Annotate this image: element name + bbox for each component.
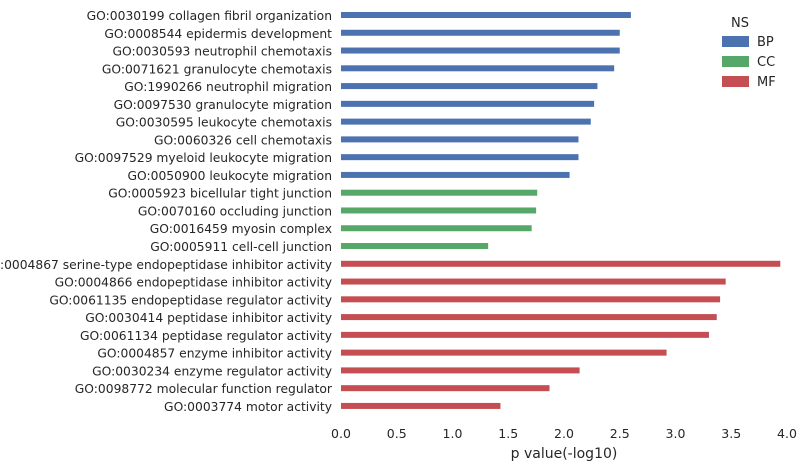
bar-bp [341, 100, 595, 107]
x-tick-label: 0.0 [331, 426, 351, 441]
category-label: GO:0030593 neutrophil chemotaxis [112, 45, 332, 59]
legend-swatch-mf [722, 76, 749, 87]
legend-swatch-cc [722, 56, 749, 67]
bar-bp [341, 29, 620, 36]
category-label: GO:0004867 serine-type endopeptidase inh… [0, 258, 332, 272]
category-label: GO:0003774 motor activity [164, 400, 332, 414]
bar-mf [341, 278, 726, 285]
category-label: GO:0005911 cell-cell junction [150, 240, 332, 254]
x-tick-label: 1.0 [443, 426, 463, 441]
category-label: GO:0030234 enzyme regulator activity [92, 364, 332, 378]
category-label: GO:0070160 occluding junction [138, 204, 332, 218]
legend-title: NS [731, 16, 749, 31]
legend-entries: BP CC MF [722, 35, 776, 90]
category-label: GO:0098772 molecular function regulator [75, 382, 333, 396]
category-label: GO:0005923 bicellular tight junction [108, 187, 332, 201]
bar-bp [341, 83, 598, 90]
legend-label-cc: CC [757, 55, 775, 70]
x-tick-label: 3.0 [666, 426, 686, 441]
bar-bp [341, 12, 631, 18]
category-label: GO:0030414 peptidase inhibitor activity [85, 311, 332, 325]
bar-mf [341, 314, 717, 321]
category-label: GO:0016459 myosin complex [150, 222, 332, 236]
bar-bp [341, 136, 579, 143]
bar-cc [341, 207, 537, 214]
bar-mf [341, 331, 709, 338]
legend-swatch-bp [722, 36, 749, 47]
category-label: GO:0097530 granulocyte migration [114, 98, 332, 112]
category-label: GO:0004857 enzyme inhibitor activity [97, 347, 332, 361]
category-labels: GO:0030199 collagen fibril organization G… [0, 9, 333, 414]
x-axis-label: p value(-log10) [511, 446, 618, 462]
x-tick-label: 3.5 [721, 426, 741, 441]
bar-cc [341, 225, 532, 232]
category-label: GO:0030595 leukocyte chemotaxis [116, 116, 332, 130]
category-label: GO:0071621 granulocyte chemotaxis [102, 62, 332, 76]
bar-mf [341, 296, 721, 303]
legend-label-mf: MF [757, 75, 776, 90]
category-label: GO:0097529 myeloid leukocyte migration [75, 151, 332, 165]
bar-bp [341, 65, 615, 72]
bar-mf [341, 385, 550, 392]
bar-bp [341, 171, 570, 178]
x-tick-label: 2.5 [610, 426, 630, 441]
legend-label-bp: BP [757, 35, 774, 50]
category-label: GO:0030199 collagen fibril organization [87, 9, 332, 23]
x-tick-label: 1.5 [498, 426, 518, 441]
bars-layer [341, 12, 781, 409]
bar-mf [341, 260, 781, 267]
category-label: GO:0004866 endopeptidase inhibitor activ… [55, 276, 332, 290]
category-label: GO:0050900 leukocyte migration [128, 169, 332, 183]
bar-mf [341, 349, 667, 356]
bar-cc [341, 189, 538, 196]
category-label: GO:0061135 endopeptidase regulator activ… [49, 293, 332, 307]
x-axis-ticks: 0.0 0.5 1.0 1.5 2.0 2.5 3.0 3.5 4.0 [331, 426, 797, 441]
bar-mf [341, 367, 580, 374]
category-label: GO:1990266 neutrophil migration [124, 80, 332, 94]
category-label: GO:0060326 cell chemotaxis [154, 133, 332, 147]
x-tick-label: 4.0 [777, 426, 797, 441]
x-tick-label: 2.0 [554, 426, 574, 441]
bar-bp [341, 118, 591, 125]
bar-bp [341, 47, 620, 54]
bar-bp [341, 154, 579, 161]
bar-mf [341, 402, 501, 409]
x-tick-label: 0.5 [387, 426, 407, 441]
category-label: GO:0008544 epidermis development [104, 27, 332, 41]
category-label: GO:0061134 peptidase regulator activity [80, 329, 332, 343]
bar-cc [341, 243, 489, 250]
legend: NS BP CC MF [722, 16, 776, 90]
